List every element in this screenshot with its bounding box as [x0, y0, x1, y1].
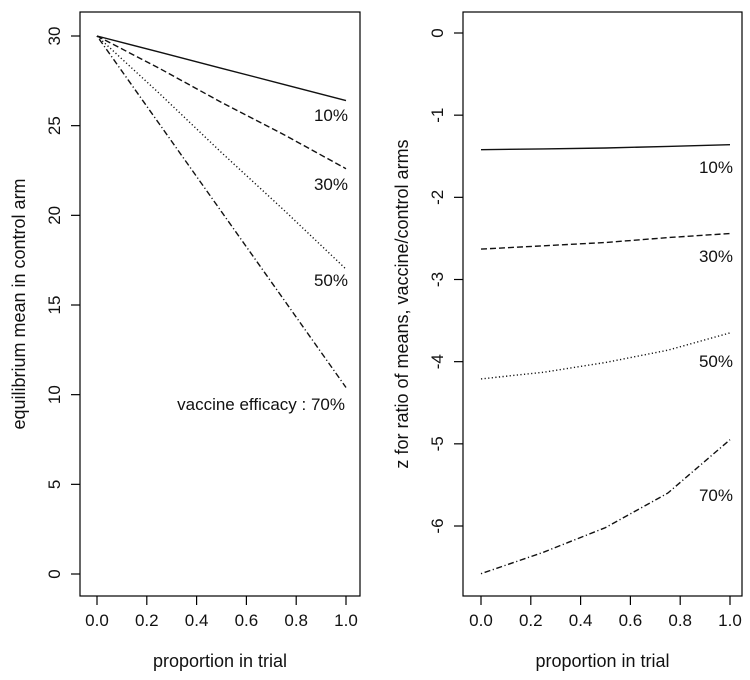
series-line-2 [96, 35, 347, 170]
series-label-2: 30% [314, 175, 348, 194]
series-label-1: 10% [314, 106, 348, 125]
series-label-3: 50% [314, 271, 348, 290]
x-tick-label: 0.6 [619, 611, 643, 630]
y-tick-label: 0 [45, 569, 64, 578]
right-panel-z-ratio-of-means: 0.0 0.2 0.4 0.6 0.8 1.0 0 -1 -2 -3 -4 -5 -6 proportio… [392, 11, 743, 671]
y-tick-label: -1 [428, 108, 447, 123]
y-tick-label: 10 [45, 385, 64, 404]
series-line-3 [480, 332, 731, 380]
series-line-2 [480, 232, 731, 250]
x-tick-label: 0.8 [668, 611, 692, 630]
y-tick-label: 25 [45, 116, 64, 135]
series-label-4: vaccine efficacy : 70% [177, 395, 345, 414]
x-tick-label: 0.4 [569, 611, 593, 630]
series-line-1 [480, 144, 731, 151]
series-line-3 [96, 35, 347, 270]
y-tick-label: 30 [45, 27, 64, 46]
plot-frame [462, 11, 743, 597]
x-tick-label: 0.2 [519, 611, 543, 630]
x-tick-label: 0.0 [85, 611, 109, 630]
series-label-2: 30% [699, 247, 733, 266]
y-axis-title: z for ratio of means, vaccine/control ar… [392, 139, 412, 468]
y-tick-label: 15 [45, 296, 64, 315]
plot-frame [79, 11, 361, 597]
series-line-4 [96, 35, 347, 388]
x-tick-label: 1.0 [718, 611, 742, 630]
series-line-4 [480, 439, 731, 575]
series-label-3: 50% [699, 352, 733, 371]
y-axis-title: equilibrium mean in control arm [9, 178, 29, 429]
y-tick-label: -6 [428, 518, 447, 533]
y-tick-label: -4 [428, 354, 447, 369]
x-tick-label: 0.2 [135, 611, 159, 630]
y-tick-label: -3 [428, 272, 447, 287]
y-tick-label: -5 [428, 436, 447, 451]
left-panel-control-arm-mean: 0.0 0.2 0.4 0.6 0.8 1.0 0 5 10 15 20 25 30 proportion… [9, 11, 361, 671]
x-tick-label: 0.0 [469, 611, 493, 630]
y-tick-label: 5 [45, 480, 64, 489]
y-tick-label: -2 [428, 190, 447, 205]
x-tick-label: 1.0 [334, 611, 358, 630]
x-tick-label: 0.6 [235, 611, 259, 630]
y-tick-label: 0 [428, 28, 447, 37]
x-tick-label: 0.8 [284, 611, 308, 630]
series-line-1 [96, 35, 347, 102]
y-tick-label: 20 [45, 206, 64, 225]
x-axis-title: proportion in trial [153, 651, 287, 671]
series-label-1: 10% [699, 158, 733, 177]
series-label-4: 70% [699, 486, 733, 505]
x-tick-label: 0.4 [185, 611, 209, 630]
x-axis-title: proportion in trial [535, 651, 669, 671]
